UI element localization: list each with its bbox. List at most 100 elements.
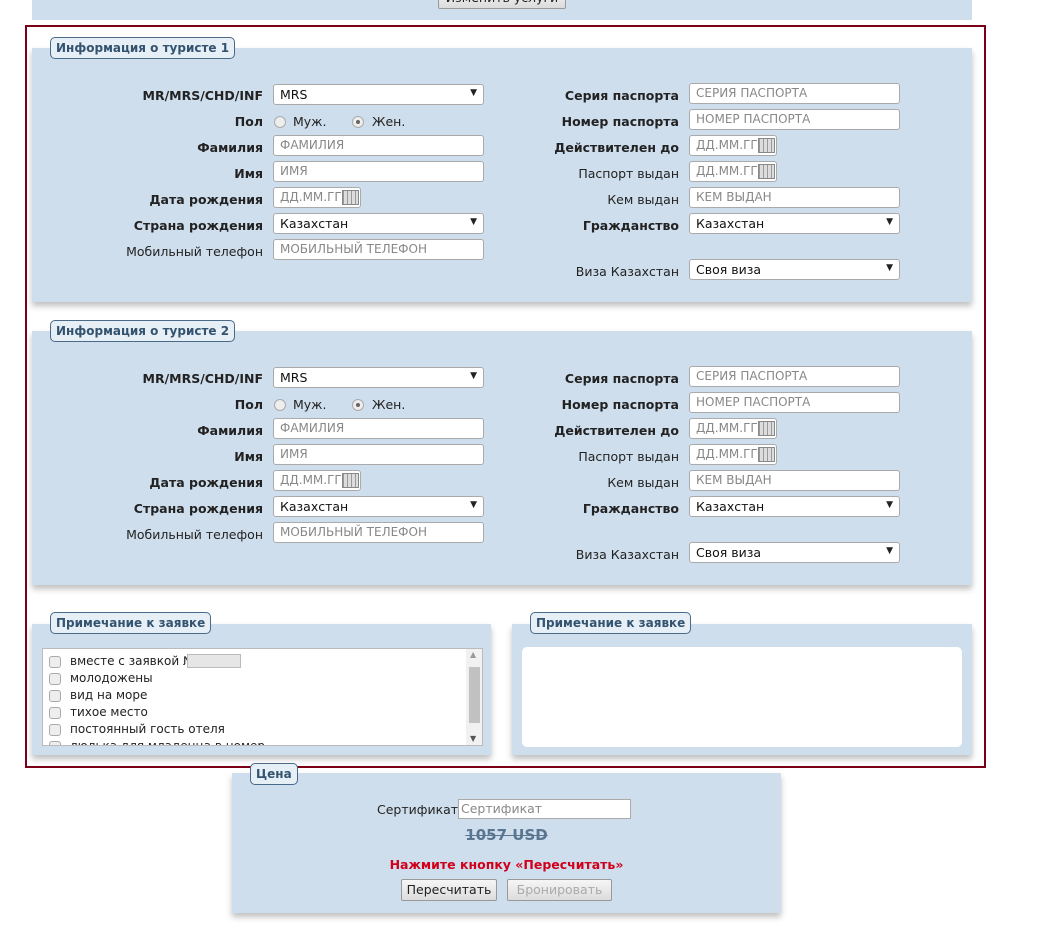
valid-until-input[interactable]: ДД.ММ.ГГГ xyxy=(689,135,777,156)
passport-issued-input-text: ДД.ММ.ГГГ xyxy=(696,447,766,461)
birth-date-input-text: ДД.ММ.ГГГ xyxy=(280,473,350,487)
title-label: MR/MRS/CHD/INF xyxy=(142,371,264,386)
note-checkbox[interactable] xyxy=(49,673,61,685)
phone-input[interactable]: МОБИЛЬНЫЙ ТЕЛЕФОН xyxy=(273,239,484,260)
dropdown-arrow-icon: ▼ xyxy=(886,263,893,273)
passport-number-label: Номер паспорта xyxy=(561,397,679,412)
dropdown-arrow-icon: ▼ xyxy=(886,217,893,227)
dropdown-arrow-icon: ▼ xyxy=(470,500,477,510)
visa-select[interactable]: Своя виза ▼ xyxy=(689,259,900,280)
passport-number-input-text: НОМЕР ПАСПОРТА xyxy=(696,395,811,409)
valid-until-input-text: ДД.ММ.ГГГ xyxy=(696,138,766,152)
visa-select[interactable]: Своя виза ▼ xyxy=(689,542,900,563)
calendar-icon[interactable] xyxy=(342,190,359,205)
passport-series-input-text: СЕРИЯ ПАСПОРТА xyxy=(696,86,808,100)
name-input[interactable]: ИМЯ xyxy=(273,444,484,465)
change-services-button[interactable]: Изменить услуги xyxy=(438,0,566,9)
visa-select-text: Своя виза xyxy=(696,262,762,277)
note-option-label: тихое место xyxy=(70,705,148,719)
passport-issued-label: Паспорт выдан xyxy=(578,166,679,181)
birth-country-select-text: Казахстан xyxy=(280,499,349,514)
scroll-up-icon[interactable]: ▲ xyxy=(470,650,477,659)
citizenship-select[interactable]: Казахстан ▼ xyxy=(689,496,900,517)
title-select[interactable]: MRS ▼ xyxy=(273,84,484,105)
note-checkbox[interactable] xyxy=(49,707,61,719)
issuer-input-text: КЕМ ВЫДАН xyxy=(696,473,772,487)
name-label: Имя xyxy=(234,166,263,181)
issuer-label: Кем выдан xyxy=(607,475,679,490)
passport-series-label: Серия паспорта xyxy=(564,371,679,386)
price-panel: Сертификат: Сертификат 1057 USD Нажмите … xyxy=(232,773,781,913)
notes-textarea[interactable] xyxy=(522,647,962,747)
dropdown-arrow-icon: ▼ xyxy=(886,546,893,556)
linked-order-input[interactable] xyxy=(187,654,241,668)
birth-date-label: Дата рождения xyxy=(149,475,263,490)
gender-female-label: Жен. xyxy=(372,397,406,412)
title-select-text: MRS xyxy=(280,370,308,385)
passport-number-input[interactable]: НОМЕР ПАСПОРТА xyxy=(689,109,900,130)
title-select[interactable]: MRS ▼ xyxy=(273,367,484,388)
name-input[interactable]: ИМЯ xyxy=(273,161,484,182)
issuer-input[interactable]: КЕМ ВЫДАН xyxy=(689,187,900,208)
scroll-thumb[interactable] xyxy=(469,667,480,723)
citizenship-select-text: Казахстан xyxy=(696,216,765,231)
birth-country-select[interactable]: Казахстан ▼ xyxy=(273,213,484,234)
recalculate-button[interactable]: Пересчитать xyxy=(401,879,497,901)
citizenship-select[interactable]: Казахстан ▼ xyxy=(689,213,900,234)
note-checkbox[interactable] xyxy=(49,656,61,668)
passport-number-label: Номер паспорта xyxy=(561,114,679,129)
valid-until-label: Действителен до xyxy=(554,140,679,155)
book-button[interactable]: Бронировать xyxy=(507,879,612,901)
tourist-legend: Информация о туристе 1 xyxy=(50,37,236,59)
gender-male-radio[interactable] xyxy=(274,116,286,128)
certificate-input[interactable]: Сертификат xyxy=(458,799,631,819)
passport-number-input[interactable]: НОМЕР ПАСПОРТА xyxy=(689,392,900,413)
calendar-icon[interactable] xyxy=(758,138,775,153)
passport-issued-input[interactable]: ДД.ММ.ГГГ xyxy=(689,161,777,182)
notes-scrollbar[interactable]: ▲ ▼ xyxy=(466,649,482,745)
calendar-icon[interactable] xyxy=(758,421,775,436)
surname-input[interactable]: ФАМИЛИЯ xyxy=(273,418,484,439)
calendar-icon[interactable] xyxy=(758,447,775,462)
birth-country-label: Страна рождения xyxy=(133,501,263,516)
visa-select-text: Своя виза xyxy=(696,545,762,560)
tourist-form-frame xyxy=(25,25,986,768)
name-input-text: ИМЯ xyxy=(280,447,308,461)
gender-female-radio[interactable] xyxy=(352,399,364,411)
gender-label: Пол xyxy=(234,114,263,129)
phone-input[interactable]: МОБИЛЬНЫЙ ТЕЛЕФОН xyxy=(273,522,484,543)
note-checkbox[interactable] xyxy=(49,724,61,736)
dropdown-arrow-icon: ▼ xyxy=(470,371,477,381)
note-checkbox[interactable] xyxy=(49,741,61,745)
notes-legend-left: Примечание к заявке xyxy=(50,612,212,634)
surname-label: Фамилия xyxy=(197,423,263,438)
calendar-icon[interactable] xyxy=(758,164,775,179)
birth-date-input[interactable]: ДД.ММ.ГГГ xyxy=(273,470,361,491)
birth-country-select[interactable]: Казахстан ▼ xyxy=(273,496,484,517)
gender-female-radio[interactable] xyxy=(352,116,364,128)
gender-female-label: Жен. xyxy=(372,114,406,129)
passport-series-input[interactable]: СЕРИЯ ПАСПОРТА xyxy=(689,83,900,104)
passport-issued-input-text: ДД.ММ.ГГГ xyxy=(696,164,766,178)
note-checkbox[interactable] xyxy=(49,690,61,702)
notes-panel-left: вместе с заявкой № молодожены вид на мор… xyxy=(32,624,491,755)
passport-number-input-text: НОМЕР ПАСПОРТА xyxy=(696,112,811,126)
name-label: Имя xyxy=(234,449,263,464)
surname-input[interactable]: ФАМИЛИЯ xyxy=(273,135,484,156)
birth-date-input-text: ДД.ММ.ГГГ xyxy=(280,190,350,204)
issuer-input-text: КЕМ ВЫДАН xyxy=(696,190,772,204)
birth-date-input[interactable]: ДД.ММ.ГГГ xyxy=(273,187,361,208)
passport-series-input[interactable]: СЕРИЯ ПАСПОРТА xyxy=(689,366,900,387)
passport-issued-label: Паспорт выдан xyxy=(578,449,679,464)
note-option-label: вид на море xyxy=(70,688,148,702)
calendar-icon[interactable] xyxy=(342,473,359,488)
scroll-down-icon[interactable]: ▼ xyxy=(470,734,477,743)
note-option-label: люлька для младенца в номер xyxy=(70,739,265,746)
valid-until-input[interactable]: ДД.ММ.ГГГ xyxy=(689,418,777,439)
issuer-input[interactable]: КЕМ ВЫДАН xyxy=(689,470,900,491)
gender-male-radio[interactable] xyxy=(274,399,286,411)
note-option-label: постоянный гость отеля xyxy=(70,722,225,736)
passport-issued-input[interactable]: ДД.ММ.ГГГ xyxy=(689,444,777,465)
dropdown-arrow-icon: ▼ xyxy=(886,500,893,510)
notes-list: вместе с заявкой № молодожены вид на мор… xyxy=(42,648,483,746)
